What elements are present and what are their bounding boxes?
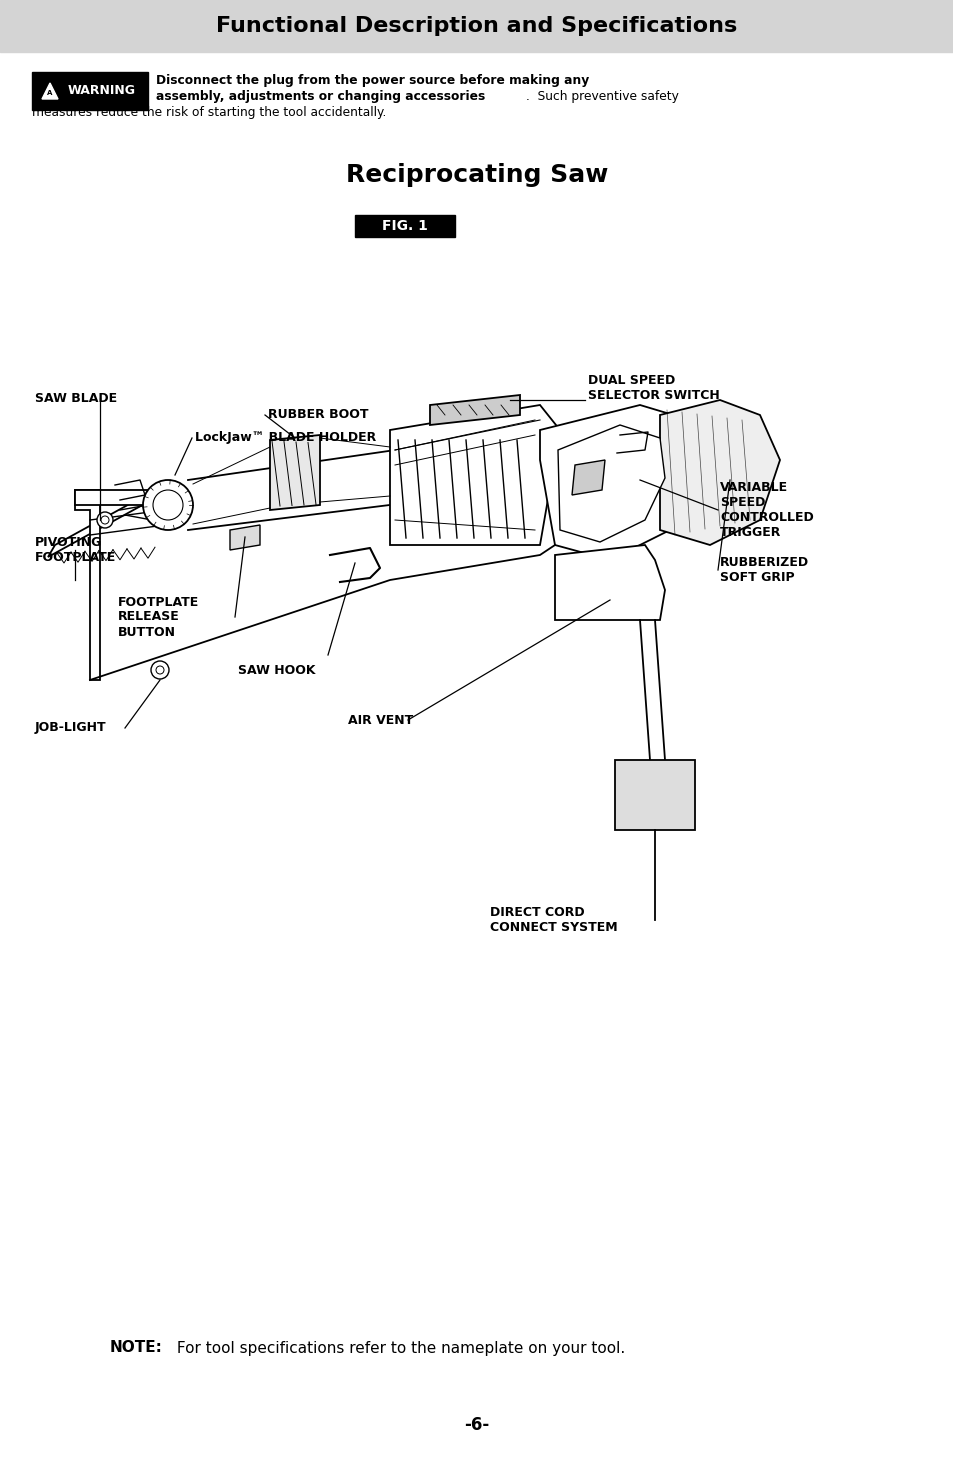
Text: DUAL SPEED
SELECTOR SWITCH: DUAL SPEED SELECTOR SWITCH bbox=[587, 375, 719, 403]
Text: measures reduce the risk of starting the tool accidentally.: measures reduce the risk of starting the… bbox=[32, 106, 386, 119]
Polygon shape bbox=[430, 395, 519, 425]
Text: Reciprocating Saw: Reciprocating Saw bbox=[345, 164, 608, 187]
Text: -6-: -6- bbox=[464, 1416, 489, 1434]
Text: PIVOTING
FOOTPLATE: PIVOTING FOOTPLATE bbox=[35, 535, 116, 563]
Text: RUBBERIZED
SOFT GRIP: RUBBERIZED SOFT GRIP bbox=[720, 556, 808, 584]
Text: JOB-LIGHT: JOB-LIGHT bbox=[35, 721, 107, 735]
Text: WARNING: WARNING bbox=[68, 84, 136, 97]
Polygon shape bbox=[42, 83, 58, 99]
Text: FOOTPLATE
RELEASE
BUTTON: FOOTPLATE RELEASE BUTTON bbox=[118, 596, 199, 639]
Bar bbox=[355, 215, 455, 237]
Text: LockJaw™ BLADE HOLDER: LockJaw™ BLADE HOLDER bbox=[194, 432, 375, 444]
Text: assembly, adjustments or changing accessories: assembly, adjustments or changing access… bbox=[156, 90, 485, 103]
Polygon shape bbox=[390, 406, 559, 544]
Polygon shape bbox=[270, 435, 319, 510]
Polygon shape bbox=[48, 490, 154, 558]
Polygon shape bbox=[539, 406, 700, 560]
Bar bbox=[32, 72, 148, 111]
Text: Disconnect the plug from the power source before making any: Disconnect the plug from the power sourc… bbox=[156, 74, 589, 87]
Text: NOTE:: NOTE: bbox=[110, 1341, 163, 1356]
Polygon shape bbox=[555, 544, 664, 620]
Circle shape bbox=[143, 479, 193, 530]
Text: DIRECT CORD
CONNECT SYSTEM: DIRECT CORD CONNECT SYSTEM bbox=[490, 906, 617, 934]
Bar bbox=[0, 0, 953, 52]
Circle shape bbox=[97, 512, 112, 528]
Text: A: A bbox=[48, 90, 52, 96]
Text: FIG. 1: FIG. 1 bbox=[381, 218, 428, 233]
Text: RUBBER BOOT: RUBBER BOOT bbox=[268, 409, 368, 422]
Circle shape bbox=[151, 661, 169, 679]
Text: SAW HOOK: SAW HOOK bbox=[237, 664, 315, 677]
Text: AIR VENT: AIR VENT bbox=[348, 714, 413, 727]
Text: Functional Description and Specifications: Functional Description and Specification… bbox=[216, 16, 737, 35]
Polygon shape bbox=[615, 760, 695, 830]
Polygon shape bbox=[558, 425, 664, 541]
Text: SAW BLADE: SAW BLADE bbox=[35, 391, 117, 404]
Polygon shape bbox=[75, 490, 100, 680]
Ellipse shape bbox=[420, 444, 438, 500]
Polygon shape bbox=[572, 460, 604, 496]
Polygon shape bbox=[75, 490, 165, 504]
Text: For tool specifications refer to the nameplate on your tool.: For tool specifications refer to the nam… bbox=[172, 1341, 624, 1356]
Polygon shape bbox=[659, 400, 780, 544]
Text: .  Such preventive safety: . Such preventive safety bbox=[525, 90, 679, 103]
Text: VARIABLE
SPEED
CONTROLLED
TRIGGER: VARIABLE SPEED CONTROLLED TRIGGER bbox=[720, 481, 813, 538]
Polygon shape bbox=[230, 525, 260, 550]
